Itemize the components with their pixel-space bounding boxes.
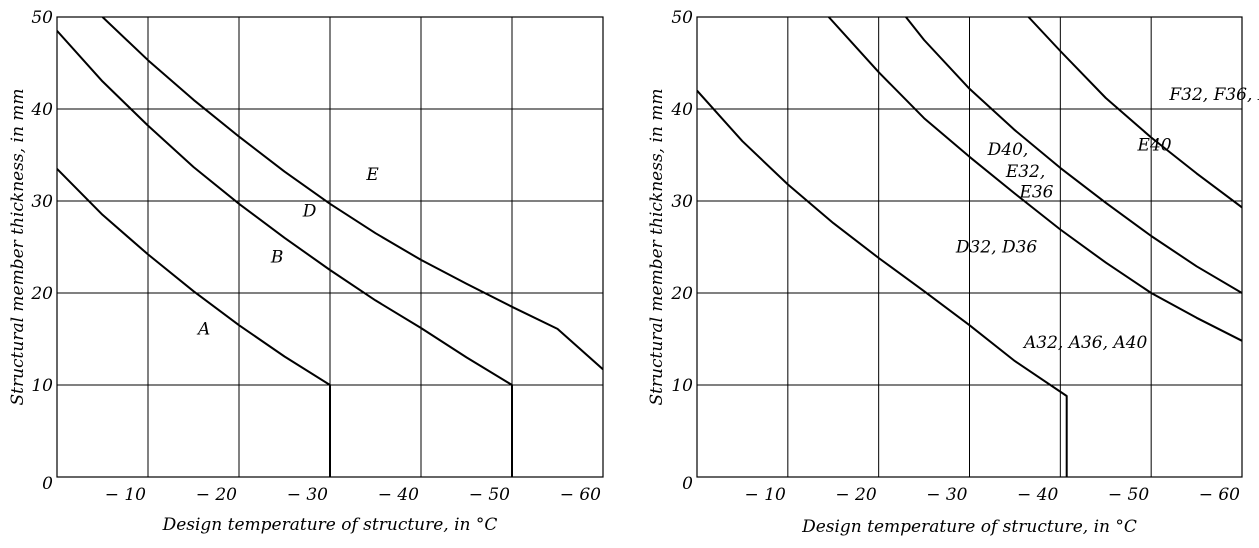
curve-annotation: D40, — [987, 140, 1029, 160]
curve-annotation: E40 — [1137, 135, 1172, 155]
x-axis-title: Design temperature of structure, in °C — [801, 517, 1137, 537]
x-tick-label: − 50 — [1108, 485, 1149, 505]
curve-annotation: E36 — [1018, 182, 1053, 202]
plot-frame — [696, 16, 1243, 478]
curves — [57, 17, 603, 477]
y-tick-label: 0 — [42, 474, 53, 494]
series-line-3 — [101, 17, 603, 371]
curve-annotation: F32, F36, F40 — [1168, 85, 1259, 105]
series-line-1 — [57, 168, 331, 477]
right-chart: − 10 − 20 − 30 − 40 − 50 − 60 0 10 20 30 40 50 Desig… — [647, 8, 1259, 537]
y-axis-title: Structural member thickness, in mm — [8, 88, 28, 405]
y-tick-label: 50 — [671, 8, 693, 28]
x-tick-label: − 40 — [378, 485, 419, 505]
x-tick-label: − 30 — [287, 485, 328, 505]
y-tick-label: 10 — [31, 376, 53, 396]
curves — [697, 17, 1242, 477]
series-line-2 — [827, 17, 1242, 342]
x-tick-label: − 20 — [835, 485, 876, 505]
series-line-1 — [697, 89, 1068, 477]
series-line-2 — [57, 30, 513, 477]
y-tick-label: 20 — [670, 284, 693, 304]
y-tick-label: 40 — [30, 100, 53, 120]
y-tick-label: 0 — [682, 474, 693, 494]
x-tick-label: − 50 — [469, 485, 510, 505]
x-tick-label: − 60 — [1199, 485, 1240, 505]
x-tick-label: − 20 — [196, 485, 237, 505]
y-tick-label: 20 — [30, 284, 53, 304]
x-axis-title: Design temperature of structure, in °C — [162, 515, 498, 535]
y-tick-label: 40 — [670, 100, 693, 120]
y-tick-label: 10 — [671, 376, 693, 396]
left-chart: − 10 − 20 − 30 − 40 − 50 − 60 0 10 20 30 40 50 Desig… — [8, 8, 604, 535]
series-line-3 — [905, 17, 1242, 294]
curve-annotation: D — [302, 202, 317, 222]
curve-annotation: E32, — [1005, 162, 1045, 182]
curve-annotation: E — [365, 165, 379, 185]
curve-annotation: A32, A36, A40 — [1022, 333, 1148, 353]
curve-annotation: A — [196, 319, 210, 339]
y-tick-label: 50 — [31, 8, 53, 28]
y-tick-label: 30 — [31, 192, 53, 212]
x-tick-label: − 60 — [560, 485, 601, 505]
series-line-4 — [1027, 17, 1242, 209]
x-tick-label: − 10 — [105, 485, 146, 505]
curve-annotation: B — [270, 248, 284, 268]
x-tick-label: − 40 — [1017, 485, 1058, 505]
x-tick-label: − 30 — [926, 485, 967, 505]
x-tick-label: − 10 — [745, 485, 786, 505]
y-axis-title: Structural member thickness, in mm — [647, 88, 667, 405]
curve-annotation: D32, D36 — [955, 238, 1038, 258]
y-tick-label: 30 — [671, 192, 693, 212]
